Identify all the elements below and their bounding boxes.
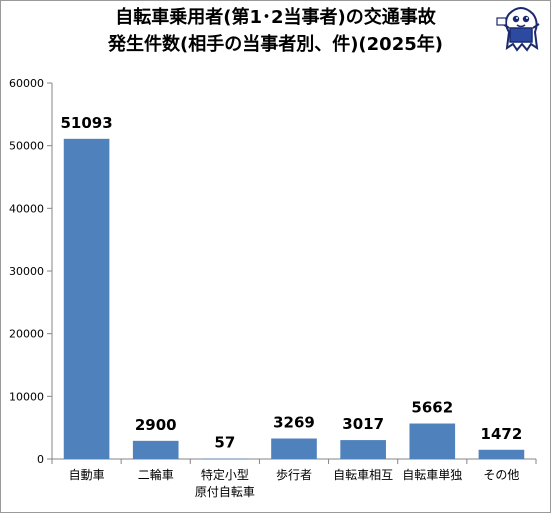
bar — [271, 438, 317, 459]
bar — [202, 458, 248, 460]
chart-title-line-1: 自転車乗用者(第1･2当事者)の交通事故 — [115, 7, 436, 28]
bar — [340, 440, 386, 459]
data-label: 5662 — [411, 399, 453, 417]
y-tick-label: 20000 — [9, 328, 44, 341]
data-label: 57 — [214, 434, 235, 452]
y-tick-label: 60000 — [9, 77, 44, 90]
chart-title-line-2: 発生件数(相手の当事者別、件)(2025年) — [107, 34, 443, 55]
data-label: 3017 — [342, 415, 384, 433]
data-label: 2900 — [135, 416, 177, 434]
x-tick-label: 自転車単独 — [402, 468, 462, 482]
data-label: 51093 — [60, 114, 112, 132]
y-tick-label: 10000 — [9, 390, 44, 403]
data-label: 3269 — [273, 414, 315, 432]
ghost-mascot-logo-icon — [496, 7, 540, 52]
y-tick-label: 0 — [37, 453, 44, 466]
chart-title: 自転車乗用者(第1･2当事者)の交通事故 発生件数(相手の当事者別、件)(202… — [0, 4, 551, 58]
x-tick-label: 自動車 — [69, 468, 105, 482]
y-tick-label: 40000 — [9, 202, 44, 215]
y-tick-label: 30000 — [9, 265, 44, 278]
x-tick-label: その他 — [483, 468, 519, 482]
data-label: 1472 — [481, 425, 523, 443]
x-tick-label: 特定小型 — [201, 467, 249, 482]
x-tick-label: 原付自転車 — [195, 485, 255, 499]
bar — [63, 138, 110, 459]
x-tick-label: 自転車相互 — [333, 468, 393, 482]
x-tick-label: 歩行者 — [276, 467, 312, 482]
bar — [409, 423, 456, 459]
x-tick-label: 二輪車 — [138, 467, 174, 482]
y-tick-label: 50000 — [9, 140, 44, 153]
bar — [132, 440, 179, 459]
bar — [478, 449, 525, 459]
